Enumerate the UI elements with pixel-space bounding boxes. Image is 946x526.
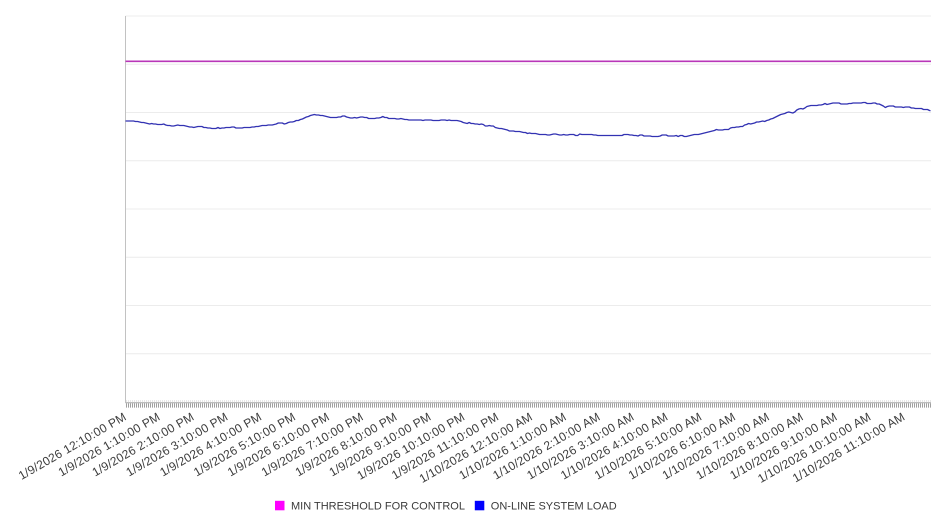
svg-text:MIN THRESHOLD FOR CONTROL: MIN THRESHOLD FOR CONTROL (291, 500, 465, 512)
svg-text:ON-LINE SYSTEM LOAD: ON-LINE SYSTEM LOAD (491, 500, 617, 512)
